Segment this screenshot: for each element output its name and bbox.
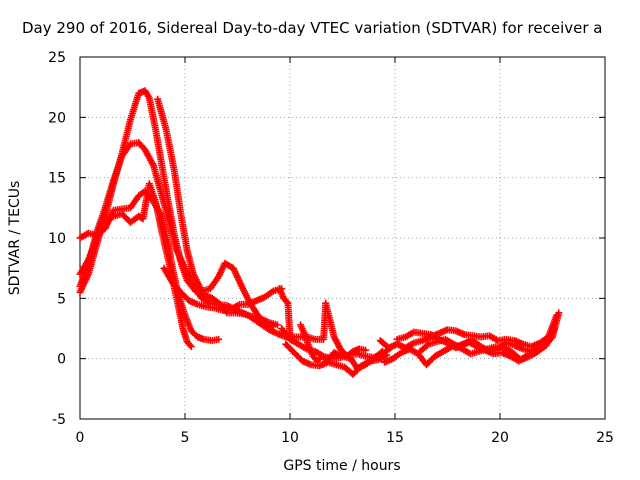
data-point	[269, 322, 277, 330]
data-point	[383, 351, 391, 359]
y-axis-title: SDTVAR / TECUs	[7, 181, 23, 296]
data-point	[551, 325, 559, 332]
x-axis-title: GPS time / hours	[283, 458, 400, 474]
data-series	[76, 87, 563, 378]
data-point	[362, 346, 370, 354]
x-tick-label: 0	[76, 430, 85, 446]
x-tick-label: 10	[281, 430, 299, 446]
series-10	[297, 321, 386, 372]
series-9	[282, 340, 391, 378]
series-5	[154, 95, 277, 330]
data-point	[378, 347, 386, 355]
series-11	[376, 311, 561, 352]
x-tick-label: 20	[491, 430, 509, 446]
series-14	[416, 325, 559, 364]
y-tick-label: 15	[48, 171, 66, 187]
y-tick-label: 10	[48, 231, 66, 247]
y-tick-label: 5	[57, 291, 66, 307]
series-6	[160, 264, 286, 314]
y-tick-label: 0	[57, 352, 66, 368]
y-tick-label: -5	[52, 412, 66, 428]
data-point	[377, 349, 385, 357]
chart-title: Day 290 of 2016, Sidereal Day-to-day VTE…	[22, 19, 603, 37]
x-tick-label: 5	[181, 430, 190, 446]
x-tick-label: 15	[386, 430, 404, 446]
y-tick-label: 25	[48, 50, 66, 66]
series-4	[76, 180, 195, 351]
y-tick-label: 20	[48, 110, 66, 126]
data-point	[187, 343, 195, 351]
x-tick-label: 25	[596, 430, 614, 446]
series-1	[76, 187, 223, 345]
axis-ticks: 0 5 10 15 20 25 -5 0 5 10 15 20 25	[48, 50, 614, 446]
data-point	[215, 335, 223, 343]
data-point	[555, 309, 563, 317]
